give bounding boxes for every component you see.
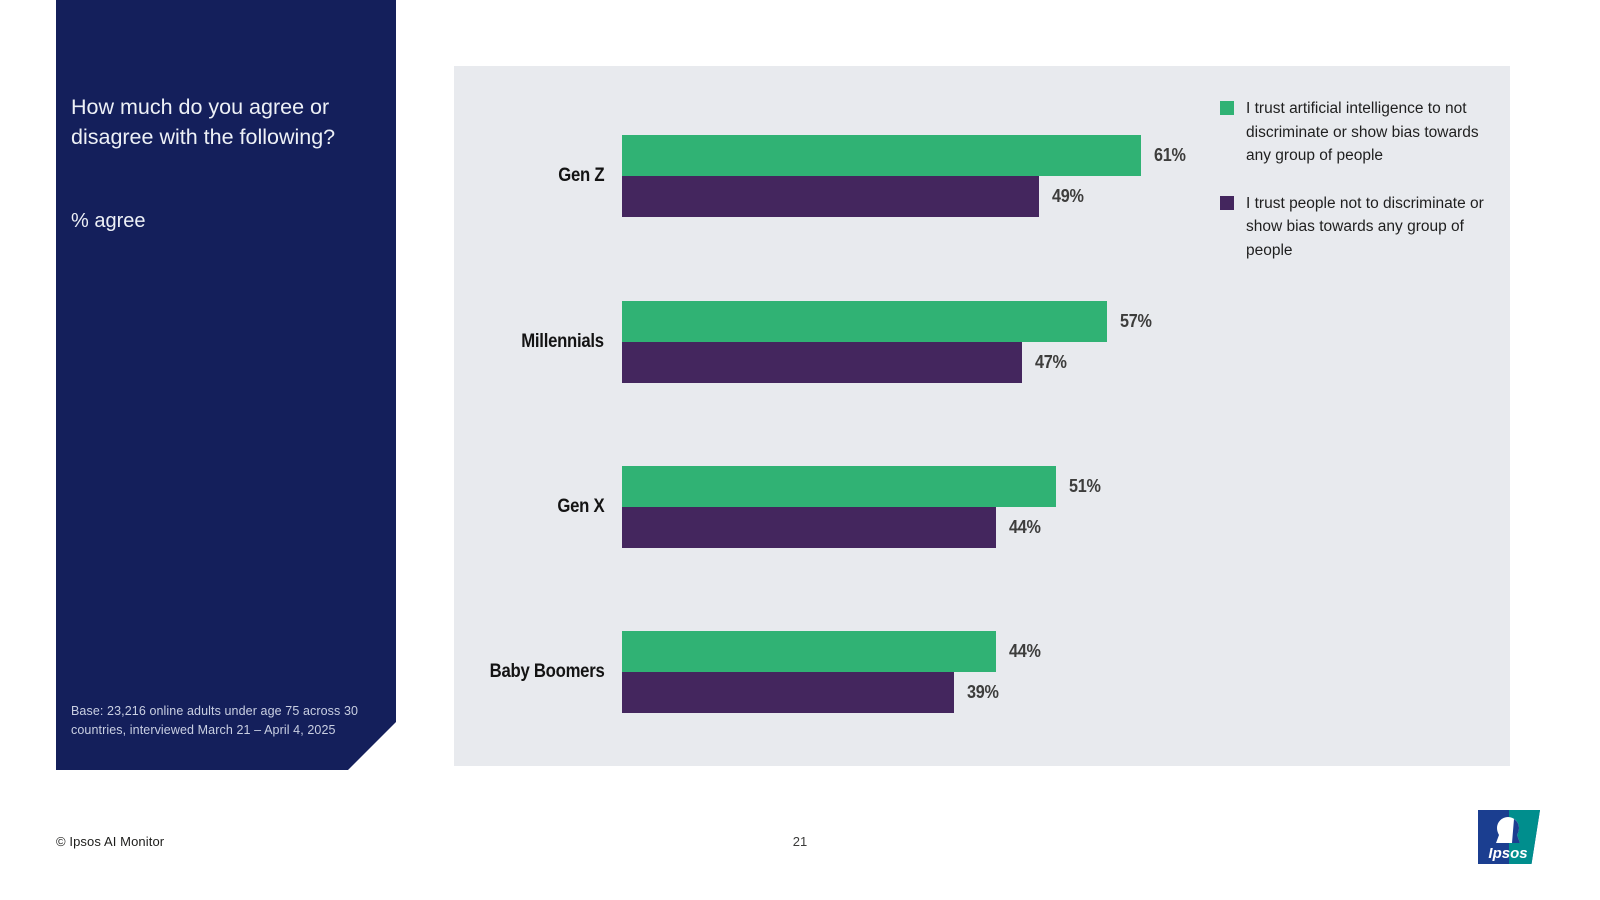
bar-ai-trust [622, 135, 1141, 176]
category-label: Millennials [521, 331, 604, 352]
bar-value-label: 49% [1051, 186, 1084, 206]
legend: I trust artificial intelligence to not d… [1220, 97, 1488, 286]
page-number: 21 [792, 834, 808, 849]
bar-value-label: 39% [966, 682, 999, 702]
bar-stack: 57% 47% [622, 301, 1510, 383]
bar-value-label: 47% [1034, 352, 1067, 372]
category-label: Baby Boomers [489, 661, 604, 682]
bar-group-baby-boomers: Baby Boomers 44% 39% [454, 631, 1510, 713]
bar-stack: 61% 49% [622, 135, 1510, 217]
bar-ai-trust [622, 301, 1107, 342]
bar-ai-trust [622, 631, 996, 672]
base-note: Base: 23,216 online adults under age 75 … [71, 704, 359, 737]
bar-stack: 51% 44% [622, 466, 1510, 548]
bar-people-trust [622, 176, 1039, 217]
legend-item-ai-trust: I trust artificial intelligence to not d… [1220, 97, 1488, 168]
chart-panel: Gen Z 61% 49% Millennials 57% 47% Gen X … [454, 66, 1510, 766]
category-label: Gen Z [557, 165, 604, 186]
bar-group-gen-x: Gen X 51% 44% [454, 466, 1510, 548]
bar-ai-trust [622, 466, 1056, 507]
bar-value-label: 44% [1009, 517, 1041, 537]
bar-group-gen-z: Gen Z 61% 49% [454, 135, 1510, 217]
legend-item-people-trust: I trust people not to discriminate or sh… [1220, 192, 1488, 263]
bar-value-label: 57% [1119, 311, 1152, 331]
category-label: Gen X [557, 496, 604, 517]
logo-wordmark: Ipsos [1488, 845, 1527, 862]
legend-color-swatch-green [1220, 101, 1234, 115]
bar-people-trust [622, 672, 954, 713]
legend-color-swatch-purple [1220, 195, 1234, 210]
question-sidebar: How much do you agree or disagree with t… [56, 0, 396, 770]
bar-group-millennials: Millennials 57% 47% [454, 301, 1510, 383]
bar-people-trust [622, 507, 996, 548]
question-title: How much do you agree or disagree with t… [71, 95, 336, 149]
legend-label: I trust people not to discriminate or sh… [1246, 194, 1484, 259]
bar-value-label: 44% [1009, 641, 1041, 661]
bar-people-trust [622, 342, 1022, 383]
bar-stack: 44% 39% [622, 631, 1510, 713]
percent-agree-label: % agree [71, 210, 146, 232]
copyright-text: © Ipsos AI Monitor [56, 834, 165, 849]
bar-value-label: 61% [1153, 145, 1186, 165]
bar-value-label: 51% [1068, 476, 1101, 496]
ipsos-logo: Ipsos [1478, 810, 1540, 864]
legend-label: I trust artificial intelligence to not d… [1246, 100, 1479, 164]
